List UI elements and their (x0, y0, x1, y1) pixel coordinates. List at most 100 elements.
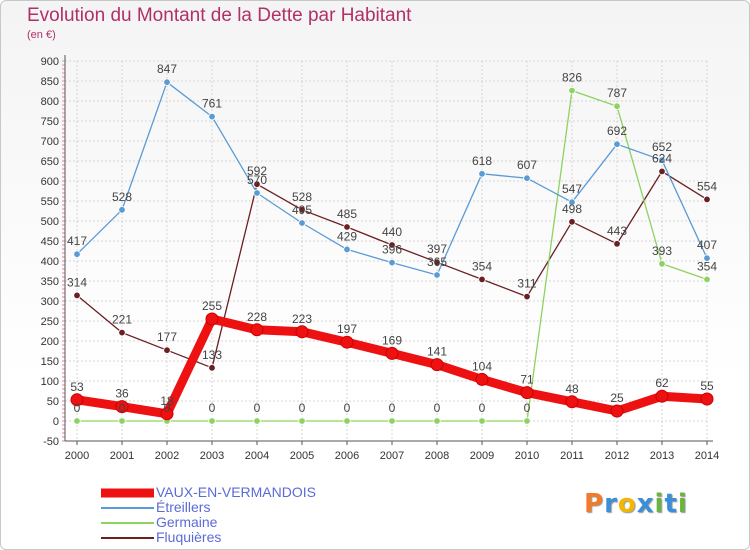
data-label: 141 (427, 345, 447, 359)
logo-letter: r (604, 489, 618, 519)
data-label: 0 (389, 401, 396, 415)
data-point (250, 323, 264, 337)
data-point (568, 86, 576, 95)
legend-swatch-vaux (101, 488, 154, 497)
data-point (73, 291, 81, 300)
x-tick-label: 2005 (290, 450, 314, 462)
logo-letter: t (664, 489, 678, 519)
data-point (160, 407, 174, 421)
y-tick-label: 200 (41, 336, 59, 348)
data-label: 0 (299, 401, 306, 415)
y-tick-label: 500 (41, 216, 59, 228)
x-tick-label: 2004 (245, 450, 269, 462)
y-tick-label: 350 (41, 276, 59, 288)
data-point (115, 400, 129, 414)
data-point (700, 392, 714, 406)
data-label: 570 (247, 173, 267, 187)
data-point (163, 346, 171, 354)
y-tick-label: 300 (41, 296, 59, 308)
data-point (613, 102, 621, 110)
y-tick-label: -50 (43, 436, 59, 448)
data-label: 221 (112, 313, 132, 327)
legend-swatch-etreillers (101, 506, 154, 509)
data-point (208, 417, 216, 425)
data-point (568, 218, 576, 226)
data-point (520, 386, 534, 400)
data-point (298, 219, 306, 227)
data-point (433, 417, 441, 425)
data-point (73, 250, 81, 258)
data-point (163, 78, 171, 86)
data-point (298, 206, 306, 214)
data-point (655, 389, 669, 403)
x-tick-label: 2006 (335, 450, 359, 462)
data-label: 365 (427, 255, 447, 269)
data-label: 592 (247, 164, 267, 178)
y-tick-label: 100 (41, 376, 59, 388)
data-label: 396 (382, 243, 402, 257)
data-label: 607 (517, 158, 537, 172)
data-point (388, 241, 396, 249)
axis-layer: -500501001502002503003504004505005506006… (41, 55, 719, 462)
series-layer (70, 78, 714, 425)
data-label: 48 (565, 382, 579, 396)
chart-subtitle: (en €) (27, 29, 56, 41)
data-point (433, 258, 441, 266)
legend-label-etreillers: Étreillers (156, 499, 211, 515)
data-point (475, 372, 489, 386)
data-label: 169 (382, 333, 402, 347)
data-point (253, 180, 261, 188)
y-tick-label: 850 (41, 76, 59, 88)
data-point (703, 195, 711, 204)
data-label: 0 (164, 401, 171, 415)
data-point (703, 254, 711, 262)
data-point (478, 170, 486, 178)
data-label: 498 (562, 202, 582, 216)
x-tick-label: 2010 (515, 450, 539, 462)
data-point (610, 404, 624, 418)
data-point (565, 395, 579, 409)
data-label: 36 (115, 387, 129, 401)
data-label: 528 (292, 190, 312, 204)
data-point (523, 174, 531, 182)
data-point (478, 275, 486, 284)
data-label: 0 (254, 401, 261, 415)
data-label: 429 (337, 229, 357, 243)
data-point (388, 417, 396, 425)
data-label: 407 (697, 238, 717, 252)
data-label: 197 (337, 322, 357, 336)
data-label: 397 (427, 242, 447, 256)
chart-title: Evolution du Montant de la Dette par Hab… (27, 5, 412, 26)
data-label: 255 (202, 299, 222, 313)
x-tick-label: 2007 (380, 450, 404, 462)
data-point (298, 417, 306, 425)
data-label: 440 (382, 225, 402, 239)
data-label: 554 (697, 179, 717, 193)
y-tick-label: 900 (41, 56, 59, 68)
data-label: 417 (67, 234, 87, 248)
y-tick-label: 800 (41, 96, 59, 108)
data-point (658, 260, 666, 268)
data-label: 62 (655, 376, 669, 390)
legend-label-fluquieres: Fluquières (156, 529, 222, 545)
data-label: 787 (607, 86, 627, 100)
data-label: 71 (520, 373, 534, 387)
x-tick-label: 2001 (110, 450, 134, 462)
data-label: 443 (607, 224, 627, 238)
logo-letter: i (654, 489, 665, 519)
data-point (430, 358, 444, 372)
data-label: 826 (562, 71, 582, 85)
data-label: 0 (209, 401, 216, 415)
data-label: 495 (292, 203, 312, 217)
data-point (568, 198, 576, 206)
data-label: 618 (472, 154, 492, 168)
data-point (523, 417, 531, 425)
data-label: 228 (247, 310, 267, 324)
data-label: 528 (112, 190, 132, 204)
data-point (343, 223, 351, 231)
y-tick-label: 250 (41, 316, 59, 328)
data-label: 0 (74, 401, 81, 415)
